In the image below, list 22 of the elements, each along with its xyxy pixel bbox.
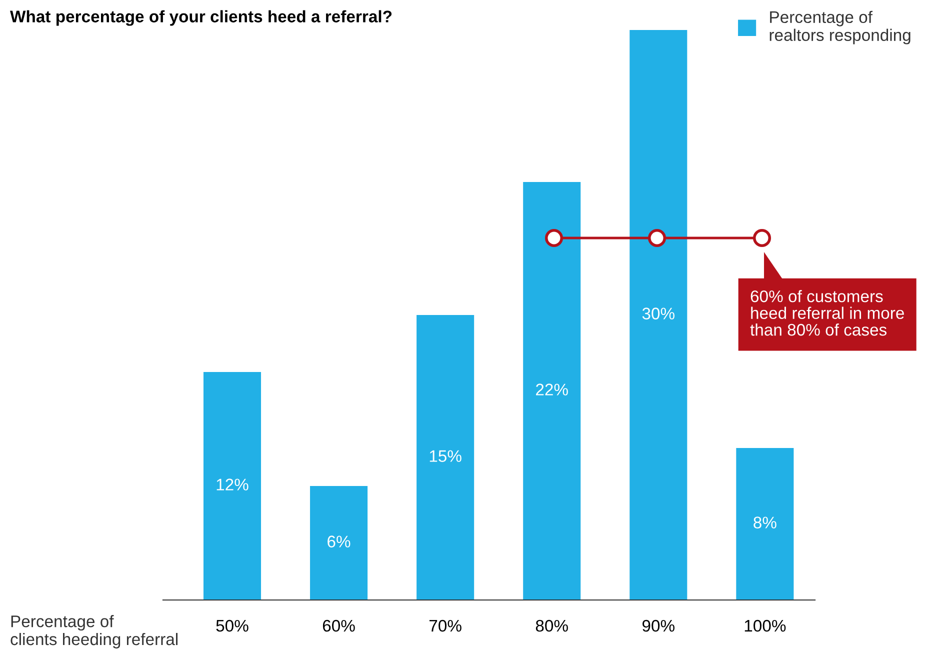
x-tick-label: 100% — [744, 620, 786, 632]
bar — [630, 30, 688, 600]
bar — [416, 315, 474, 600]
bar — [310, 486, 368, 600]
x-tick-label: 90% — [642, 620, 674, 632]
data-label: 15% — [430, 450, 462, 462]
bar — [736, 448, 794, 600]
legend-label: Percentage of realtors responding — [770, 10, 910, 44]
data-label: 30% — [642, 308, 674, 320]
data-label: 8% — [754, 516, 776, 528]
annotation: 60% of customers heed referral in more than 80% of cases — [750, 290, 904, 336]
data-label: 22% — [536, 384, 568, 396]
x-tick-label: 80% — [536, 620, 568, 632]
bar — [523, 182, 581, 600]
data-label: 12% — [216, 478, 248, 490]
bar — [203, 372, 262, 600]
x-tick-label: 50% — [216, 620, 248, 632]
x-tick-label: 60% — [322, 620, 355, 632]
data-label: 6% — [328, 536, 350, 548]
x-axis-title: Percentage of clients heeding referral — [10, 615, 178, 648]
x-tick-label: 70% — [429, 620, 462, 632]
chart-title: What percentage of your clients heed a referral? — [10, 10, 392, 26]
